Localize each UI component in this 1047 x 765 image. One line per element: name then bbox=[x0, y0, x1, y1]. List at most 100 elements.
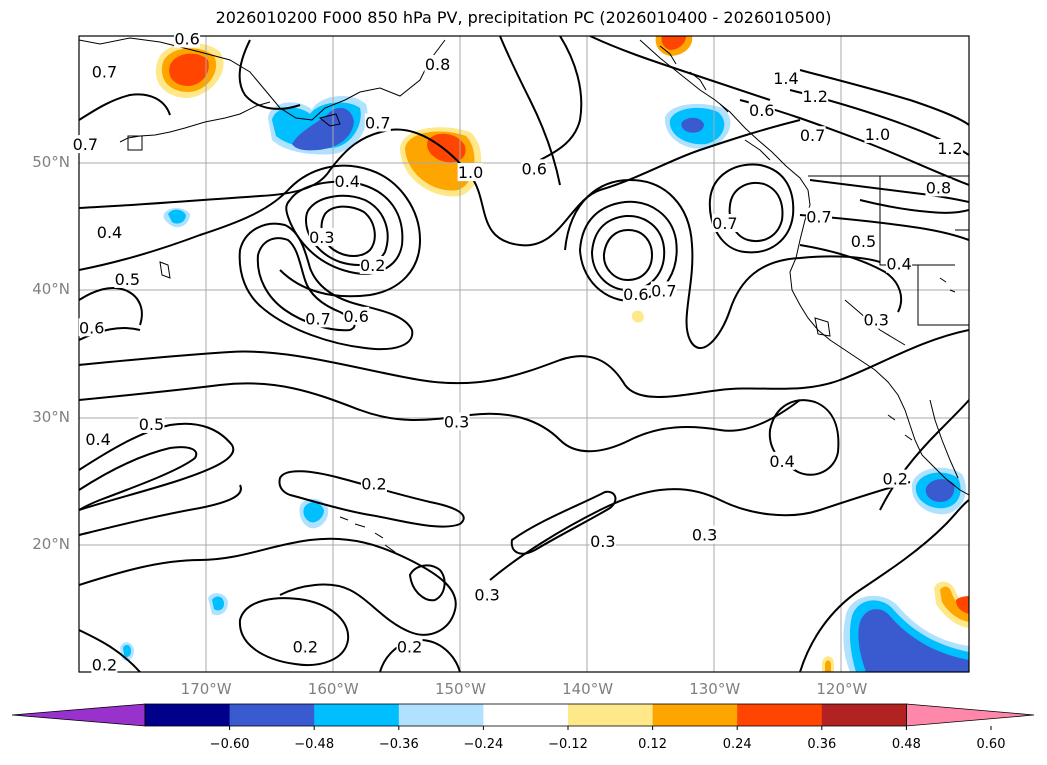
border-state bbox=[844, 176, 969, 346]
contour-line bbox=[799, 499, 969, 672]
contour-label: 0.4 bbox=[85, 430, 110, 449]
contour-label-bg bbox=[622, 285, 649, 304]
contour-line bbox=[602, 228, 654, 282]
contour-label: 1.0 bbox=[865, 125, 890, 144]
contour-label-bg bbox=[650, 281, 677, 300]
coastline-aleutian-island bbox=[127, 135, 143, 151]
contour-line bbox=[859, 199, 969, 214]
contour-label: 0.6 bbox=[343, 307, 368, 326]
coastline-baja bbox=[909, 424, 969, 496]
contour-line bbox=[79, 537, 457, 636]
contour-label: 1.2 bbox=[937, 139, 962, 158]
contour-line bbox=[590, 214, 666, 292]
contour-label-bg bbox=[72, 135, 99, 154]
precip-positive-patch bbox=[632, 310, 644, 323]
contour-label: 0.3 bbox=[863, 311, 888, 330]
precip-positive-patch bbox=[956, 596, 969, 614]
contour-label-bg bbox=[91, 62, 118, 81]
colorbar-swatch bbox=[314, 704, 400, 726]
precip-positive-patch bbox=[661, 36, 686, 50]
contour-label: 0.7 bbox=[806, 208, 831, 227]
lon-label: 140°W bbox=[562, 680, 614, 698]
contour-label-bg bbox=[305, 309, 332, 328]
graticule-grid bbox=[79, 36, 969, 672]
colorbar-swatch bbox=[821, 704, 907, 726]
contour-label-bg bbox=[850, 231, 877, 250]
contour-label: 0.4 bbox=[769, 452, 794, 471]
colorbar bbox=[11, 703, 1035, 730]
coastline-island bbox=[887, 414, 913, 441]
lat-label: 50°N bbox=[32, 153, 70, 172]
contour-label: 0.8 bbox=[425, 55, 450, 74]
contour-label: 0.6 bbox=[623, 285, 648, 304]
contour-label-bg bbox=[359, 255, 386, 274]
contour-label: 0.6 bbox=[174, 30, 199, 49]
contour-line bbox=[238, 222, 414, 351]
coastline-hawaii bbox=[339, 516, 396, 553]
precip-positive-patch bbox=[169, 53, 209, 86]
contour-label-bg bbox=[334, 172, 361, 191]
contour-label: 0.2 bbox=[92, 655, 117, 674]
contour-label-bg bbox=[396, 637, 423, 656]
lat-label: 40°N bbox=[32, 280, 70, 299]
precip-negative-patch bbox=[168, 209, 186, 224]
colorbar-tick-label: −0.36 bbox=[378, 737, 419, 752]
contour-line bbox=[79, 329, 969, 398]
precip-negative-patch bbox=[292, 107, 354, 151]
contour-label-bg bbox=[138, 414, 165, 433]
contour-label: 0.6 bbox=[79, 318, 104, 337]
precip-negative-patch bbox=[858, 609, 969, 672]
contour-label: 1.0 bbox=[458, 163, 483, 182]
contour-label-bg bbox=[443, 412, 470, 431]
coastline-panhandle bbox=[639, 39, 809, 191]
map-title: 2026010200 F000 850 hPa PV, precipitatio… bbox=[215, 8, 832, 27]
contour-line bbox=[708, 163, 795, 254]
contour-label: 0.7 bbox=[92, 63, 117, 82]
precip-negative-patch bbox=[212, 596, 224, 611]
colorbar-tick-label: 0.48 bbox=[891, 737, 921, 752]
contour-label: 0.6 bbox=[521, 159, 546, 178]
lat-label: 20°N bbox=[32, 534, 70, 553]
contour-line bbox=[589, 36, 771, 101]
contour-label-bg bbox=[589, 531, 616, 550]
contour-label-bg bbox=[886, 254, 913, 273]
contour-label: 0.7 bbox=[365, 113, 390, 132]
contour-line bbox=[728, 182, 784, 242]
colorbar-tick-label: 0.24 bbox=[722, 737, 752, 752]
contour-line bbox=[499, 36, 561, 186]
coastline-us-west bbox=[789, 189, 911, 426]
colorbar-swatch bbox=[568, 704, 654, 726]
contour-label: 0.2 bbox=[293, 638, 318, 657]
contour-line bbox=[79, 446, 198, 511]
contour-line bbox=[79, 422, 235, 511]
contour-line bbox=[238, 39, 301, 110]
colorbar-swatch bbox=[145, 704, 231, 726]
contour-label: 0.2 bbox=[397, 638, 422, 657]
contour-label-bg bbox=[691, 525, 718, 544]
contour-label: 0.3 bbox=[474, 585, 499, 604]
contour-label-bg bbox=[424, 54, 451, 73]
coastlines bbox=[79, 37, 969, 553]
contour-line bbox=[79, 287, 143, 326]
colorbar-swatch bbox=[229, 704, 315, 726]
contour-line bbox=[79, 164, 422, 298]
contour-label: 0.5 bbox=[139, 415, 164, 434]
contour-label: 0.3 bbox=[590, 532, 615, 551]
contour-label-bg bbox=[521, 159, 548, 178]
contour-label: 0.6 bbox=[749, 101, 774, 120]
contour-line bbox=[879, 399, 969, 511]
contour-label: 1.4 bbox=[773, 69, 798, 88]
pv-contours bbox=[79, 36, 969, 672]
coastline-bc-islands bbox=[659, 45, 771, 161]
contour-label-bg bbox=[96, 222, 123, 241]
contour-label: 0.2 bbox=[360, 256, 385, 275]
contour-label-bg bbox=[174, 29, 201, 48]
contour-label-bg bbox=[863, 310, 890, 329]
contour-label: 0.7 bbox=[800, 126, 825, 145]
contour-label: 0.7 bbox=[305, 309, 330, 328]
contour-label-bg bbox=[936, 138, 963, 157]
precip-negative-patch bbox=[925, 479, 955, 502]
colorbar-tick-label: −0.60 bbox=[209, 737, 250, 752]
contour-label-bg bbox=[882, 469, 909, 488]
